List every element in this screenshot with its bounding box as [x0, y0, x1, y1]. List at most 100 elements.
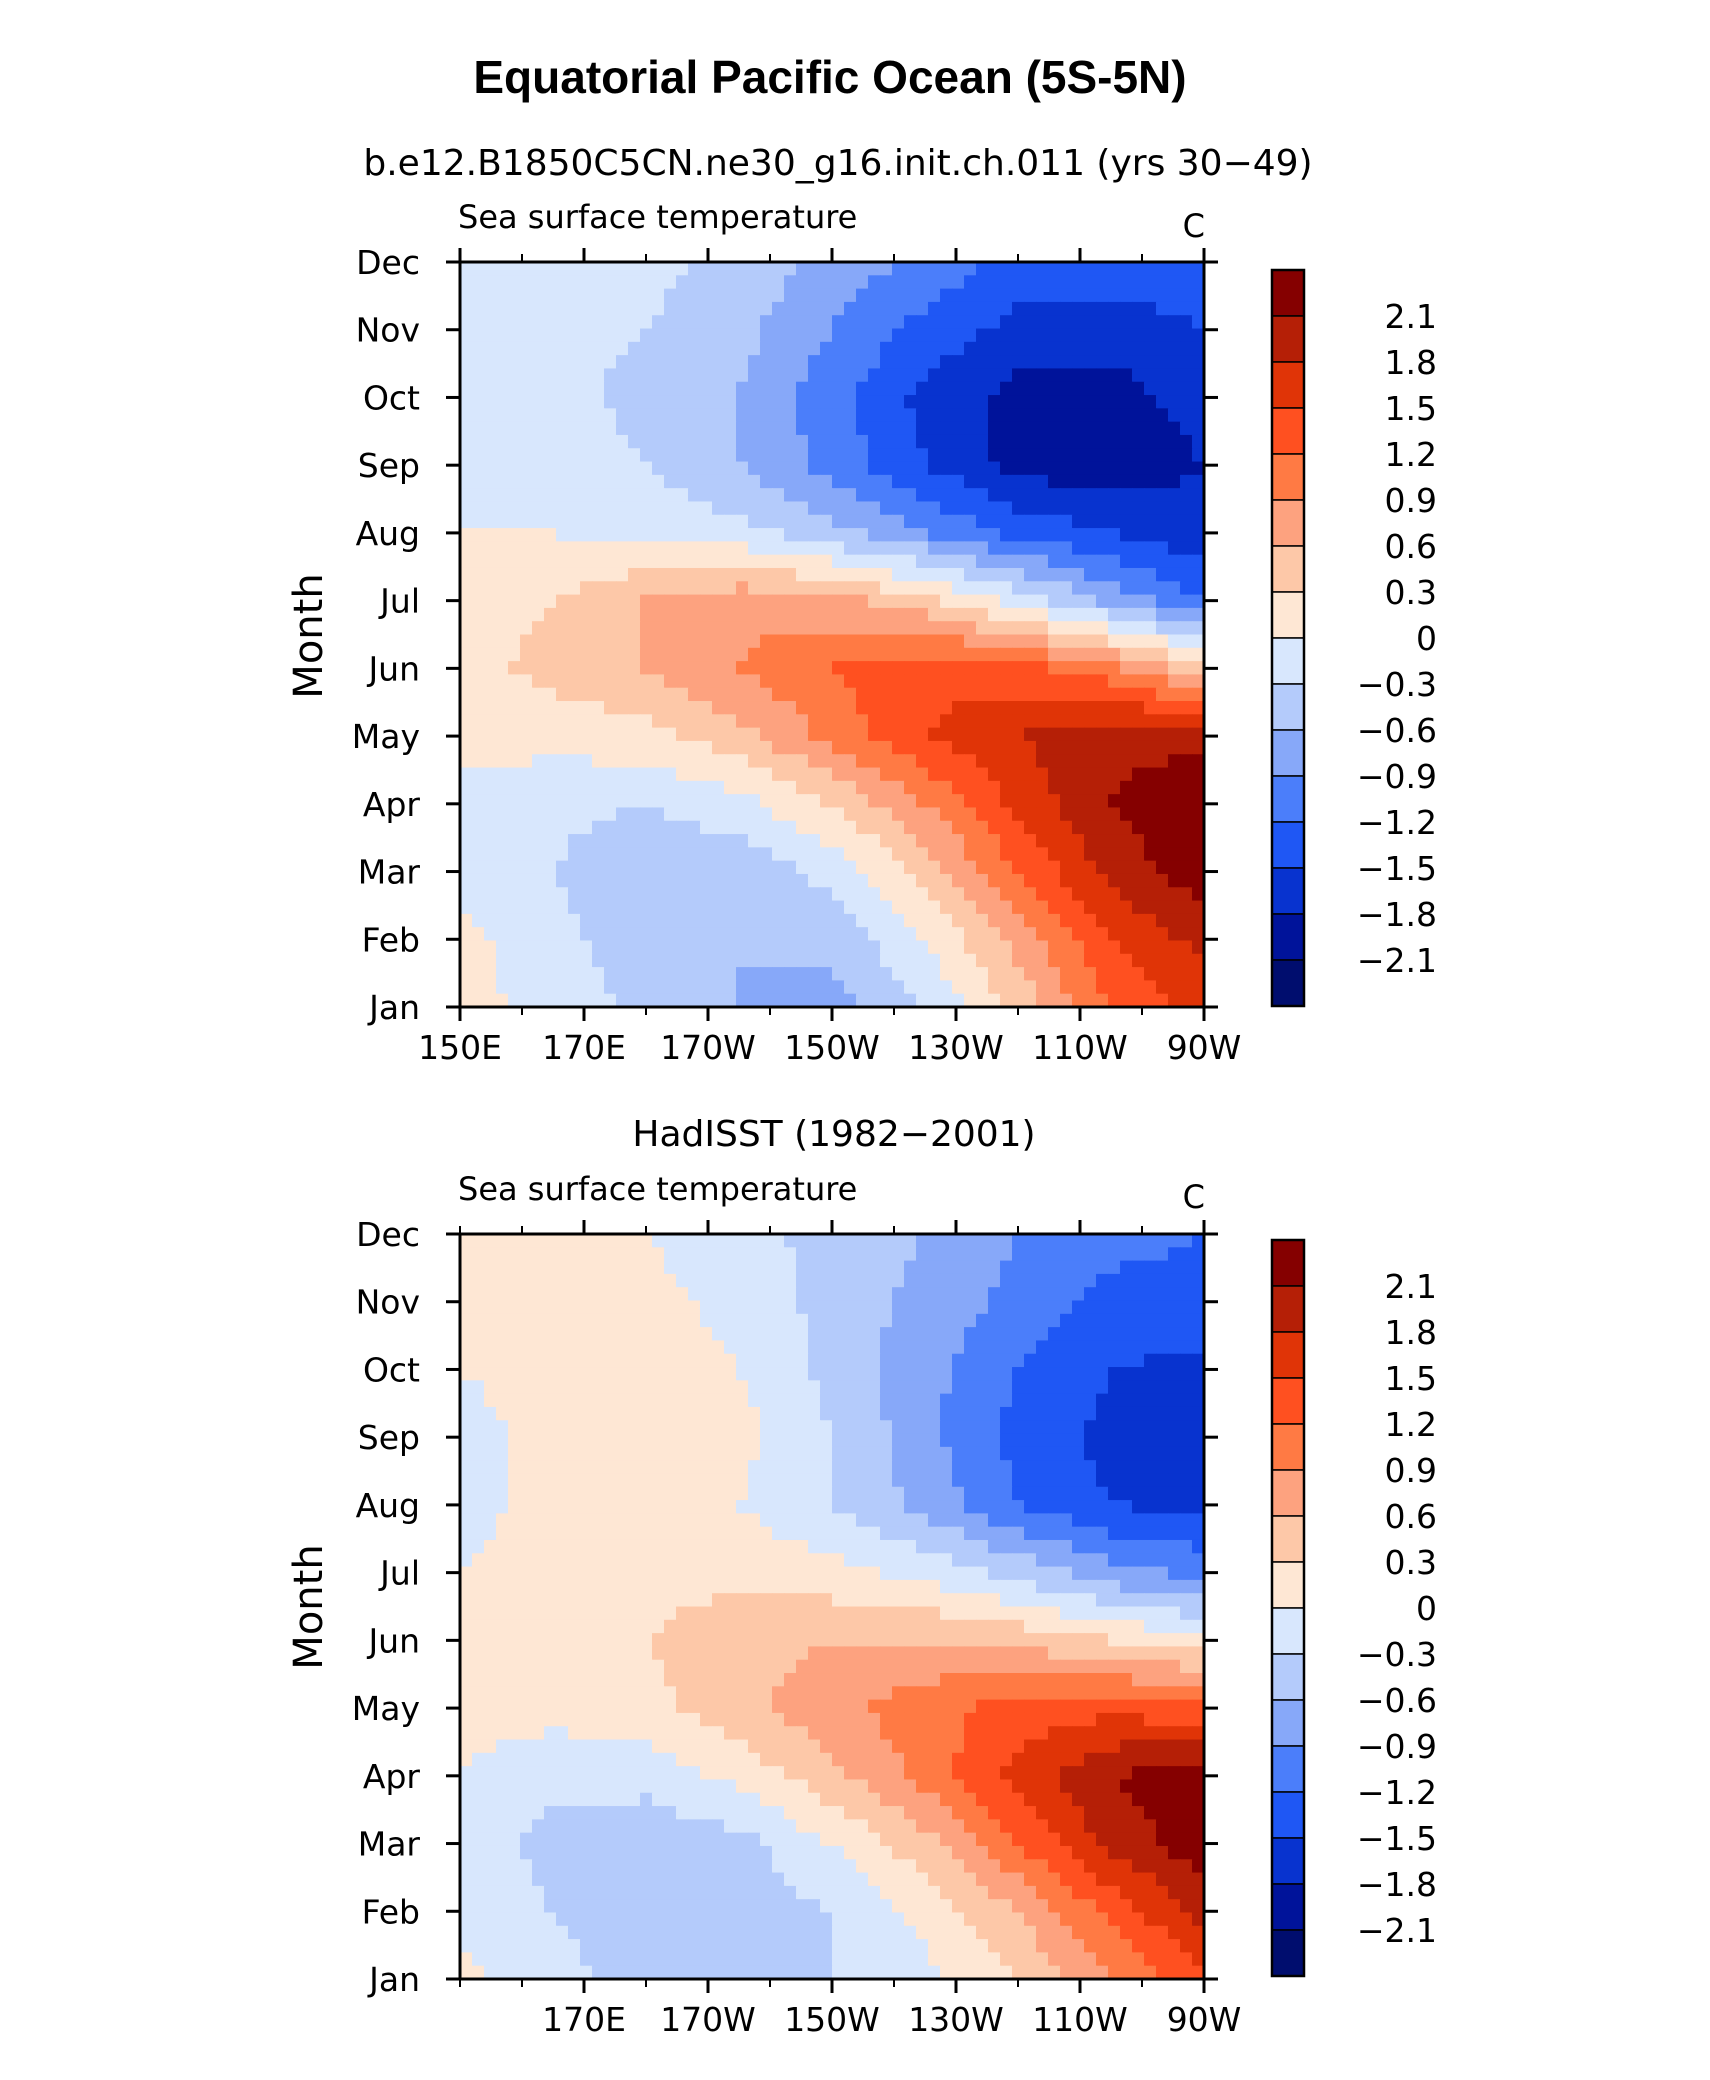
heatmap-cell — [1084, 621, 1097, 636]
heatmap-cell — [1084, 275, 1097, 290]
heatmap-cell — [1036, 381, 1049, 396]
heatmap-cell — [508, 408, 521, 423]
heatmap-cell — [1156, 701, 1169, 715]
heatmap-cell — [940, 621, 953, 636]
heatmap-cell — [1156, 1273, 1169, 1288]
heatmap-cell — [892, 873, 905, 888]
heatmap-cell — [544, 913, 557, 928]
heatmap-cell — [1060, 687, 1073, 702]
heatmap-cell — [868, 581, 881, 596]
heatmap-cell — [460, 581, 473, 596]
heatmap-cell — [820, 1433, 833, 1448]
heatmap-cell — [520, 887, 533, 902]
heatmap-cell — [724, 607, 737, 622]
heatmap-cell — [796, 661, 809, 676]
heatmap-cell — [1012, 647, 1025, 662]
heatmap-cell — [964, 448, 977, 463]
heatmap-cell — [616, 488, 629, 503]
heatmap-cell — [652, 940, 665, 955]
heatmap-cell — [688, 1393, 701, 1408]
heatmap-cell — [856, 461, 869, 476]
heatmap-cell — [1180, 834, 1193, 848]
heatmap-cell — [808, 514, 821, 529]
heatmap-cell — [1192, 1500, 1205, 1514]
heatmap-cell — [724, 395, 737, 409]
heatmap-cell — [1108, 820, 1121, 835]
heatmap-cell — [1000, 541, 1013, 556]
heatmap-cell — [868, 448, 881, 463]
heatmap-cell — [1072, 807, 1085, 822]
heatmap-cell — [508, 1473, 521, 1488]
heatmap-cell — [568, 1526, 581, 1541]
heatmap-cell — [664, 727, 677, 742]
heatmap-cell — [796, 421, 809, 436]
heatmap-cell — [484, 1287, 497, 1302]
heatmap-cell — [472, 634, 485, 649]
heatmap-cell — [820, 567, 833, 582]
heatmap-cell — [748, 767, 761, 782]
heatmap-cell — [916, 395, 929, 409]
heatmap-cell — [844, 461, 857, 476]
heatmap-cell — [556, 887, 569, 902]
heatmap-cell — [832, 847, 845, 862]
heatmap-cell — [844, 714, 857, 729]
heatmap-cell — [556, 1486, 569, 1501]
heatmap-cell — [1072, 408, 1085, 423]
heatmap-cell — [808, 301, 821, 316]
heatmap-cell — [832, 328, 845, 343]
heatmap-cell — [652, 315, 665, 330]
heatmap-cell — [760, 1433, 773, 1448]
heatmap-cell — [928, 1313, 941, 1328]
heatmap-cell — [1084, 368, 1097, 383]
heatmap-cell — [616, 1446, 629, 1461]
heatmap-cell — [508, 1313, 521, 1328]
heatmap-cell — [916, 1526, 929, 1541]
heatmap-cell — [652, 953, 665, 968]
heatmap-cell — [628, 501, 641, 516]
heatmap-cell — [1144, 1406, 1157, 1421]
heatmap-cell — [544, 1367, 557, 1381]
heatmap-cell — [520, 847, 533, 862]
heatmap-cell — [1072, 647, 1085, 662]
heatmap-cell — [748, 581, 761, 596]
heatmap-cell — [964, 368, 977, 383]
heatmap-cell — [1132, 1234, 1145, 1248]
heatmap-cell — [1024, 1473, 1037, 1488]
heatmap-cell — [604, 647, 617, 662]
heatmap-cell — [844, 355, 857, 370]
heatmap-cell — [928, 1420, 941, 1435]
heatmap-cell — [544, 1300, 557, 1315]
heatmap-cell — [532, 913, 545, 928]
heatmap-cell — [700, 1420, 713, 1435]
heatmap-cell — [544, 448, 557, 463]
heatmap-cell — [568, 953, 581, 968]
heatmap-cell — [496, 621, 509, 636]
heatmap-cell — [844, 1526, 857, 1541]
heatmap-cell — [532, 1273, 545, 1288]
heatmap-cell — [940, 1287, 953, 1302]
heatmap-cell — [796, 860, 809, 875]
heatmap-cell — [628, 368, 641, 383]
heatmap-cell — [1156, 368, 1169, 383]
heatmap-cell — [916, 421, 929, 436]
heatmap-cell — [592, 953, 605, 968]
heatmap-cell — [1144, 1500, 1157, 1514]
heatmap-cell — [1180, 727, 1193, 742]
heatmap-cell — [616, 940, 629, 955]
heatmap-cell — [1048, 820, 1061, 835]
heatmap-cell — [496, 1313, 509, 1328]
heatmap-cell — [784, 1380, 797, 1395]
heatmap-cell — [796, 634, 809, 649]
heatmap-cell — [976, 980, 989, 995]
heatmap-cell — [868, 1300, 881, 1315]
heatmap-cell — [832, 1393, 845, 1408]
heatmap-cell — [844, 634, 857, 649]
heatmap-cell — [568, 581, 581, 596]
heatmap-cell — [1084, 1393, 1097, 1408]
heatmap-cell — [472, 474, 485, 489]
heatmap-cell — [508, 687, 521, 702]
heatmap-cell — [1072, 315, 1085, 330]
heatmap-cell — [916, 1500, 929, 1514]
heatmap-cell — [1072, 740, 1085, 755]
heatmap-cell — [1168, 448, 1181, 463]
